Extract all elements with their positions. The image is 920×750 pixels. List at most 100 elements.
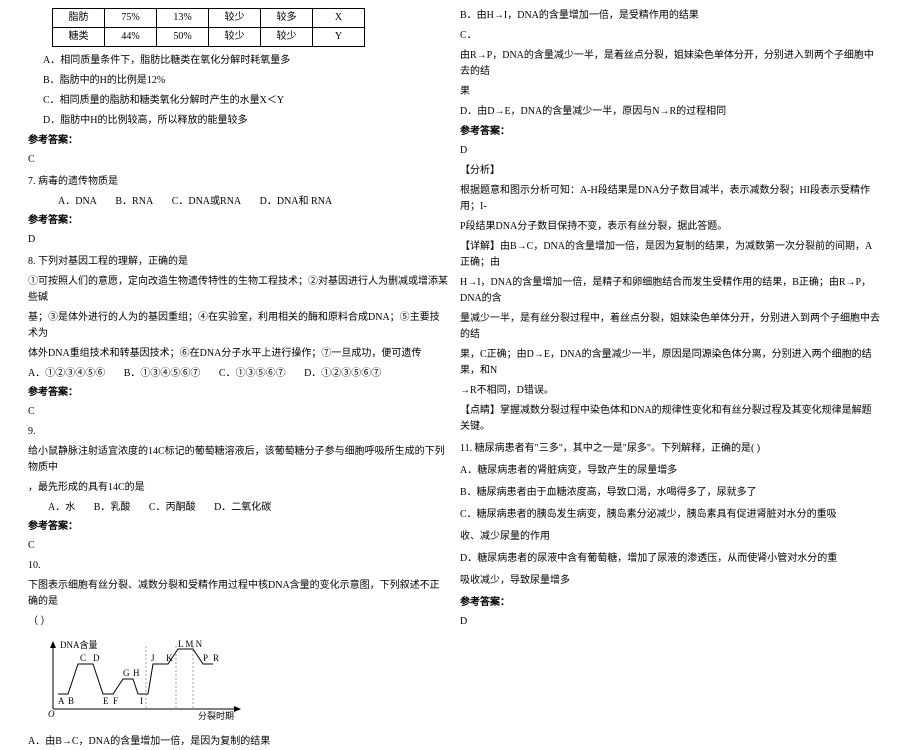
svg-text:F: F: [113, 696, 118, 706]
q9-a: A．水: [48, 502, 75, 513]
detail-label: 【详解】由B→C，DNA的含量增加一倍，是因为复制的结果，为减数第一次分裂前的间…: [460, 239, 880, 271]
dna-chart: DNA含量 A B C D E F G H I J K L M N P R O …: [38, 634, 448, 730]
cell: 较少: [209, 9, 261, 28]
q8-c: C．①③⑤⑥⑦: [219, 368, 286, 379]
svg-text:O: O: [48, 709, 55, 719]
point-label: 【点睛】掌握减数分裂过程中染色体和DNA的规律性变化和有丝分裂过程及其变化规律是…: [460, 403, 880, 435]
svg-text:K: K: [166, 653, 173, 663]
cell: X: [313, 9, 365, 28]
cell: 50%: [157, 28, 209, 47]
svg-text:P: P: [203, 653, 208, 663]
cell: 较多: [261, 9, 313, 28]
question-11: 11. 糖尿病患者有"三多"，其中之一是"尿多"。下列解释，正确的是( ): [460, 441, 880, 457]
question-9-num: 9.: [28, 424, 448, 440]
answer-label: 参考答案：: [28, 133, 448, 149]
cell: 较少: [209, 28, 261, 47]
ylabel-text: DNA含量: [60, 639, 98, 650]
q11-a: A．糖尿病患者的肾脏病变，导致产生的尿量增多: [460, 463, 880, 479]
svg-text:C: C: [80, 653, 86, 663]
q8-a: A．①②③④⑤⑥: [28, 368, 105, 379]
answer-6: C: [28, 152, 448, 168]
answer-9: C: [28, 538, 448, 554]
q9-c: C．丙酮酸: [149, 502, 196, 513]
q8-d: D．①②③⑤⑥⑦: [304, 368, 381, 379]
answer-label: 参考答案：: [460, 595, 880, 611]
q9-body-1: 给小鼠静脉注射适宜浓度的14C标记的葡萄糖溶液后，该葡萄糖分子参与细胞呼吸所生成…: [28, 444, 448, 476]
q9-d: D．二氧化碳: [214, 502, 271, 513]
q11-b: B．糖尿病患者由于血糖浓度高，导致口渴，水喝得多了，尿就多了: [460, 485, 880, 501]
cell: 脂肪: [53, 9, 105, 28]
answer-8: C: [28, 404, 448, 420]
q10-option-d: D．由D→E，DNA的含量减少一半，原因与N→R的过程相同: [460, 104, 880, 120]
svg-text:J: J: [151, 653, 155, 663]
q10-option-c-1: C．: [460, 28, 880, 44]
answer-label: 参考答案：: [28, 519, 448, 535]
q9-choices: A．水 B．乳酸 C．丙酮酸 D．二氧化碳: [28, 500, 448, 516]
q8-choices: A．①②③④⑤⑥ B．①③④⑤⑥⑦ C．①③⑤⑥⑦ D．①②③⑤⑥⑦: [28, 366, 448, 382]
cell: 13%: [157, 9, 209, 28]
q10-option-b: B．由H→I，DNA的含量增加一倍，是受精作用的结果: [460, 8, 880, 24]
answer-label: 参考答案：: [28, 385, 448, 401]
svg-text:I: I: [140, 696, 143, 706]
cell: 糖类: [53, 28, 105, 47]
svg-text:B: B: [68, 696, 74, 706]
q7-b: B．RNA: [115, 196, 153, 207]
cell: 75%: [105, 9, 157, 28]
q7-choices: A．DNA B．RNA C．DNA或RNA D．DNA和 RNA: [28, 194, 448, 210]
analysis-1: 根据题意和图示分析可知：A-H段结果是DNA分子数目减半，表示减数分裂；HI段表…: [460, 183, 880, 215]
left-column: 脂肪 75% 13% 较少 较多 X 糖类 44% 50% 较少 较少 Y A．…: [28, 8, 460, 643]
q8-b: B．①③④⑤⑥⑦: [124, 368, 201, 379]
svg-text:R: R: [213, 653, 219, 663]
analysis-label: 【分析】: [460, 163, 880, 179]
question-8: 8. 下列对基因工程的理解，正确的是: [28, 254, 448, 270]
q11-c-2: 收、减少尿量的作用: [460, 529, 880, 545]
data-table: 脂肪 75% 13% 较少 较多 X 糖类 44% 50% 较少 较少 Y: [52, 8, 365, 47]
analysis-2: P段结果DNA分子数目保持不变，表示有丝分裂，据此答题。: [460, 219, 880, 235]
q10-option-c-2: 由R→P，DNA的含量减少一半，是着丝点分裂，姐妹染色单体分开，分别进入到两个子…: [460, 48, 880, 80]
detail-4: →R不相同，D错误。: [460, 383, 880, 399]
q10-body-2: （ ）: [28, 614, 448, 630]
right-column: B．由H→I，DNA的含量增加一倍，是受精作用的结果 C． 由R→P，DNA的含…: [460, 8, 892, 643]
option-d: D．脂肪中H的比例较高，所以释放的能量较多: [28, 113, 448, 129]
q9-b: B．乳酸: [94, 502, 131, 513]
svg-text:分裂时期: 分裂时期: [198, 710, 234, 721]
q10-body-1: 下图表示细胞有丝分裂、减数分裂和受精作用过程中核DNA含量的变化示意图，下列叙述…: [28, 578, 448, 610]
answer-10: D: [460, 143, 880, 159]
answer-11: D: [460, 614, 880, 630]
svg-text:E: E: [103, 696, 109, 706]
option-b: B．脂肪中的H的比例是12%: [28, 73, 448, 89]
q11-d-2: 吸收减少，导致尿量增多: [460, 573, 880, 589]
cell: 较少: [261, 28, 313, 47]
q7-d: D．DNA和 RNA: [260, 196, 333, 207]
table-row: 糖类 44% 50% 较少 较少 Y: [53, 28, 365, 47]
svg-text:A: A: [58, 696, 65, 706]
detail-3: 果，C正确；由D→E，DNA的含量减少一半，原因是同源染色体分离，分别进入两个细…: [460, 347, 880, 379]
svg-text:D: D: [93, 653, 100, 663]
q7-a: A．DNA: [58, 196, 97, 207]
q9-body-2: ，最先形成的具有14C的是: [28, 480, 448, 496]
detail-2: 量减少一半，是有丝分裂过程中，着丝点分裂，姐妹染色单体分开，分别进入到两个子细胞…: [460, 311, 880, 343]
q10-option-c-3: 果: [460, 84, 880, 100]
detail-1: H→I，DNA的含量增加一倍，是精子和卵细胞结合而发生受精作用的结果，B正确；由…: [460, 275, 880, 307]
answer-label: 参考答案：: [28, 213, 448, 229]
q7-c: C．DNA或RNA: [172, 196, 241, 207]
q11-d-1: D．糖尿病患者的尿液中含有葡萄糖，增加了尿液的渗透压，从而使肾小管对水分的重: [460, 551, 880, 567]
cell: 44%: [105, 28, 157, 47]
cell: Y: [313, 28, 365, 47]
svg-text:L M N: L M N: [178, 639, 203, 649]
option-c: C．相同质量的脂肪和糖类氧化分解时产生的水量X＜Y: [28, 93, 448, 109]
option-a: A．相同质量条件下，脂肪比糖类在氧化分解时耗氧量多: [28, 53, 448, 69]
table-row: 脂肪 75% 13% 较少 较多 X: [53, 9, 365, 28]
q8-body-1: ①可按照人们的意愿，定向改造生物遗传特性的生物工程技术；②对基因进行人为删减或增…: [28, 274, 448, 306]
question-7: 7. 病毒的遗传物质是: [28, 174, 448, 190]
question-10-num: 10.: [28, 558, 448, 574]
q8-body-3: 体外DNA重组技术和转基因技术；⑥在DNA分子水平上进行操作；⑦一旦成功，便可遗…: [28, 346, 448, 362]
q8-body-2: 基；③是体外进行的人为的基因重组；④在实验室，利用相关的酶和原料合成DNA；⑤主…: [28, 310, 448, 342]
svg-text:G: G: [123, 668, 130, 678]
q10-option-a: A．由B→C，DNA的含量增加一倍，是因为复制的结果: [28, 734, 448, 750]
answer-label: 参考答案：: [460, 124, 880, 140]
answer-7: D: [28, 232, 448, 248]
q11-c-1: C．糖尿病患者的胰岛发生病变，胰岛素分泌减少，胰岛素具有促进肾脏对水分的重吸: [460, 507, 880, 523]
svg-text:H: H: [133, 668, 140, 678]
dna-chart-svg: DNA含量 A B C D E F G H I J K L M N P R O …: [38, 634, 248, 724]
